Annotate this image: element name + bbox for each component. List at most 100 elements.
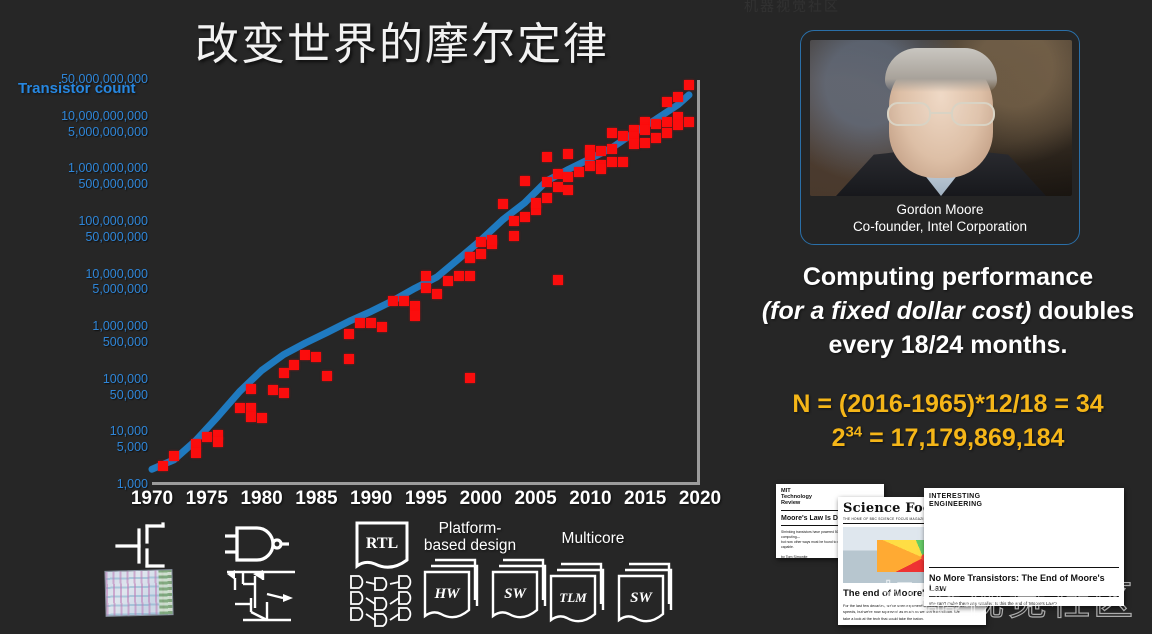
- y-tick-label: 1,000,000,000: [68, 161, 148, 176]
- data-point: [256, 412, 267, 423]
- x-tick-label: 2005: [514, 488, 557, 509]
- y-tick-label: 500,000,000: [78, 177, 148, 192]
- page-title: 改变世界的摩尔定律: [195, 19, 609, 70]
- clip2-masthead: Science Focus: [843, 501, 949, 516]
- data-point: [168, 451, 179, 462]
- data-point: [563, 184, 574, 195]
- data-point: [464, 251, 475, 262]
- data-point: [497, 198, 508, 209]
- data-point: [651, 132, 662, 143]
- data-point: [530, 204, 541, 215]
- formula-line-1: N = (2016-1965)*12/18 = 34: [792, 390, 1104, 418]
- person-name: Gordon Moore: [896, 202, 984, 217]
- statement-line-1: Computing performance: [802, 263, 1094, 291]
- multicore-label: Multicore: [561, 530, 625, 547]
- clip2-headline: The end of Moore's Law: [843, 587, 951, 599]
- transistor-count-chart: Transistor count 50,000,000,000 10,000,00…: [0, 70, 730, 509]
- data-point: [410, 301, 421, 312]
- svg-text:RTL: RTL: [366, 535, 398, 552]
- data-point: [629, 131, 640, 142]
- clip1-body2: but now other ways must be found to make…: [781, 539, 872, 549]
- rtl-document-icon: RTL: [355, 521, 409, 569]
- news-clippings-group: MIT Technology Review Moore's Law Is Dea…: [770, 478, 1152, 634]
- data-point: [629, 125, 640, 136]
- platform-based-design-label: Platform- based design: [423, 520, 517, 555]
- data-point: [486, 235, 497, 246]
- data-point: [245, 411, 256, 422]
- data-point: [453, 270, 464, 281]
- clip3-body1: We can't make them any smaller: Is this …: [929, 601, 1058, 606]
- data-point: [300, 350, 311, 361]
- data-point: [464, 372, 475, 383]
- hw-document-icon: HW: [423, 558, 479, 619]
- data-point: [629, 139, 640, 150]
- y-tick-label: 5,000,000,000: [68, 124, 148, 139]
- y-tick-label: 5,000: [116, 440, 148, 455]
- data-point: [519, 176, 530, 187]
- data-point: [399, 296, 410, 307]
- clipping-interesting-engineering[interactable]: INTERESTING ENGINEERING No More Transist…: [924, 488, 1124, 606]
- data-point: [673, 120, 684, 131]
- svg-text:HW: HW: [433, 586, 461, 602]
- data-point: [267, 384, 278, 395]
- data-point: [355, 318, 366, 329]
- svg-text:TLM: TLM: [559, 590, 587, 605]
- data-point: [662, 127, 673, 138]
- data-point: [640, 124, 651, 135]
- y-tick-label: 100,000: [102, 371, 148, 386]
- y-tick-label: 10,000: [109, 424, 148, 439]
- data-point: [464, 270, 475, 281]
- data-point: [508, 215, 519, 226]
- data-point: [366, 318, 377, 329]
- x-tick-label: 1990: [350, 488, 393, 509]
- data-point: [519, 211, 530, 222]
- clip1-headline: Moore's Law Is Dead: [781, 514, 850, 522]
- data-point: [640, 137, 651, 148]
- clip1-masthead: MIT Technology Review: [781, 488, 812, 506]
- data-point: [377, 322, 388, 333]
- formula-line-2: 234 = 17,179,869,184: [744, 422, 1152, 456]
- data-point: [278, 388, 289, 399]
- clip2-body2: speeds, but we're now squeezed as much a…: [843, 610, 960, 615]
- chart-y-axis-title: Transistor count: [18, 80, 136, 97]
- watermark-top: 机器视觉社区: [744, 0, 840, 15]
- data-point: [421, 283, 431, 294]
- clip3-image: [929, 513, 1119, 563]
- clip1-body1: Shrinking transistors have powered 50 ye…: [781, 529, 871, 539]
- formula-result: = 17,179,869,184: [862, 424, 1065, 452]
- transistor-schematic-icon: [227, 570, 295, 622]
- x-tick-label: 2015: [624, 488, 667, 509]
- data-point: [596, 145, 607, 156]
- chart-plot-area: [148, 80, 700, 485]
- data-point: [278, 368, 289, 379]
- clip2-body1: For the last few decades, we've seen exp…: [843, 603, 965, 608]
- data-point: [662, 116, 673, 127]
- data-point: [673, 111, 684, 122]
- data-point: [421, 271, 431, 282]
- data-point: [388, 296, 399, 307]
- svg-text:SW: SW: [504, 586, 527, 602]
- x-tick-label: 1975: [185, 488, 228, 509]
- data-point: [190, 439, 201, 450]
- data-point: [574, 166, 585, 177]
- sw-document-icon-1: SW: [491, 558, 547, 619]
- statement-line-2: (for a fixed dollar cost) doubles: [744, 296, 1152, 328]
- clip2-body3: take a look at the tech that could take …: [843, 616, 924, 621]
- x-tick-label: 1985: [295, 488, 338, 509]
- clip1-byline: by Tom Simonite: [781, 555, 808, 558]
- chip-layout-image: [104, 569, 174, 617]
- data-point: [322, 370, 333, 381]
- logic-gate-symbol-icon: [225, 526, 289, 562]
- clip3-headline: No More Transistors: The End of Moore's …: [929, 573, 1105, 594]
- data-point: [607, 144, 618, 155]
- x-tick-label: 1995: [404, 488, 448, 509]
- data-point: [541, 152, 552, 163]
- y-tick-label: 10,000,000: [85, 266, 148, 281]
- data-point: [541, 192, 552, 203]
- sw-document-icon-2: SW: [617, 562, 673, 623]
- y-tick-label: 1,000,000: [92, 319, 148, 334]
- data-point: [541, 176, 552, 187]
- gordon-moore-photo-card: Gordon Moore Co-founder, Intel Corporati…: [800, 30, 1080, 245]
- data-point: [596, 164, 607, 175]
